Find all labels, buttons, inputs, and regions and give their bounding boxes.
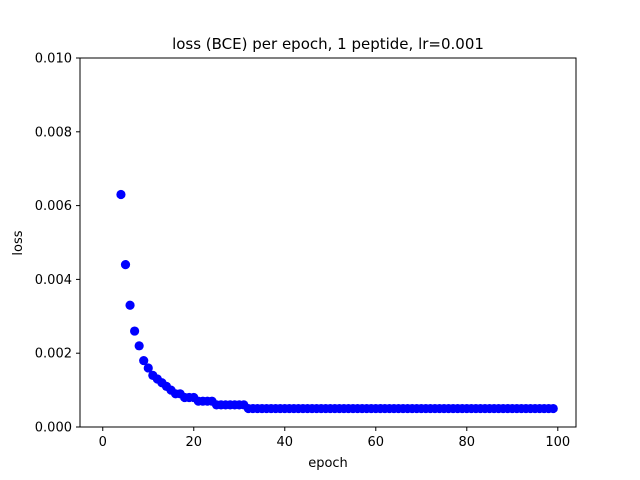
x-axis-ticks: 0 20 40 60 80 100 [99,427,570,450]
y-tick-label: 0.006 [35,199,72,214]
data-point [139,355,149,366]
x-tick-label: 40 [276,435,293,450]
x-tick-label: 100 [545,435,570,450]
data-point [116,189,126,200]
data-points [116,189,558,414]
x-tick-label: 60 [368,435,385,450]
data-point [134,341,144,351]
y-axis-ticks: 0.000 0.002 0.004 0.006 0.008 0.010 [35,52,80,436]
data-point [120,260,131,270]
x-tick-label: 80 [459,435,476,450]
x-tick-label: 0 [99,435,107,450]
y-tick-label: 0.008 [35,125,72,140]
y-tick-label: 0.002 [35,347,72,362]
y-tick-label: 0.000 [35,421,72,436]
y-axis-label: loss [11,230,26,255]
y-tick-label: 0.004 [35,273,72,288]
data-point [548,403,558,414]
data-point [143,363,153,373]
data-point [130,326,140,336]
x-axis-label: epoch [308,456,348,471]
chart-title: loss (BCE) per epoch, 1 peptide, lr=0.00… [172,35,484,53]
x-tick-label: 20 [185,435,202,450]
plot-frame [79,57,577,428]
data-point [125,300,135,310]
y-tick-label: 0.010 [35,52,72,67]
